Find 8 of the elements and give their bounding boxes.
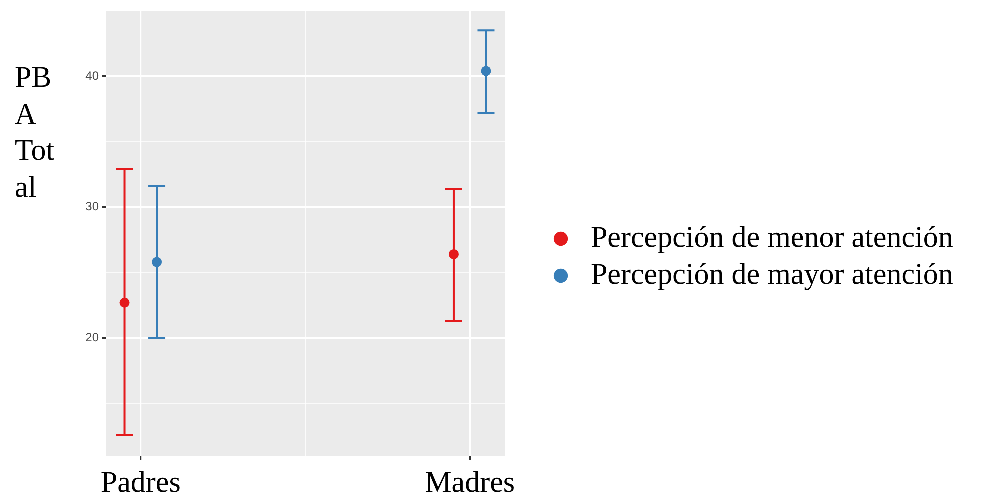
- x-tick-label: Padres: [100, 466, 181, 499]
- y-axis-title: PBA Total: [15, 60, 56, 206]
- x-tick-label: Madres: [425, 466, 516, 499]
- y-tick-label: 20: [86, 330, 100, 345]
- legend-label: Percepción de mayor atención: [591, 258, 954, 291]
- legend-label: Percepción de menor atención: [591, 220, 954, 254]
- y-tick-label: 30: [86, 200, 100, 214]
- y-tick-label: 40: [86, 68, 100, 83]
